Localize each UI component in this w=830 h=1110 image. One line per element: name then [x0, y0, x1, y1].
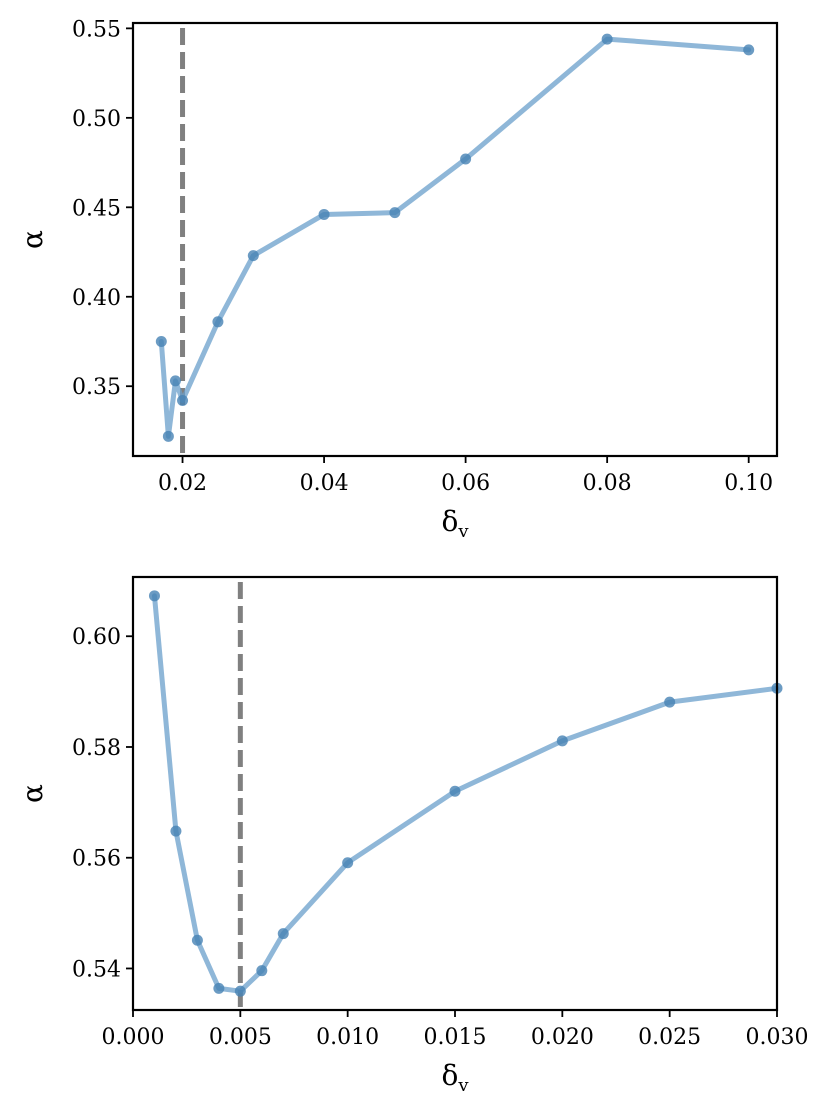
data-point — [148, 590, 160, 602]
data-point — [234, 985, 246, 997]
x-axis-label-symbol: δ — [441, 1059, 458, 1092]
y-tick-label: 0.54 — [72, 957, 121, 982]
x-axis-label: δv — [441, 1059, 469, 1096]
x-axis-label-subscript: v — [457, 521, 469, 542]
data-point — [170, 825, 182, 837]
x-axis-label: δv — [441, 505, 469, 542]
y-tick-label: 0.35 — [72, 375, 121, 400]
x-axis-label-symbol: δ — [441, 505, 458, 538]
x-tick-label: 0.04 — [300, 471, 349, 496]
data-point — [389, 207, 401, 219]
y-axis-label: α — [16, 784, 49, 803]
y-tick-label: 0.55 — [72, 17, 121, 42]
x-tick-label: 0.030 — [746, 1025, 809, 1050]
y-tick-label: 0.56 — [72, 847, 121, 872]
bottom-panel: 0.000 0.005 0.010 0.015 0.020 0.025 0.030 0.54 0… — [16, 575, 809, 1096]
x-tick-label: 0.06 — [441, 471, 490, 496]
y-tick-label: 0.45 — [72, 196, 121, 221]
series-line — [151, 593, 780, 994]
data-point — [212, 316, 224, 328]
x-tick-label: 0.10 — [724, 471, 773, 496]
x-axis-label-subscript: v — [457, 1075, 469, 1096]
y-tick-label: 0.40 — [72, 286, 121, 311]
data-point — [155, 335, 167, 347]
data-point — [743, 44, 755, 56]
data-point — [177, 395, 189, 407]
x-tick-label: 0.010 — [316, 1025, 379, 1050]
data-point — [318, 208, 330, 220]
x-tick-label: 0.015 — [424, 1025, 487, 1050]
y-tick-label: 0.58 — [72, 736, 121, 761]
data-point — [162, 430, 174, 442]
x-tick-label: 0.08 — [583, 471, 632, 496]
y-tick-label: 0.60 — [72, 625, 121, 650]
data-point — [449, 785, 461, 797]
x-tick-label: 0.020 — [531, 1025, 594, 1050]
data-point — [191, 934, 203, 946]
data-point — [169, 375, 181, 387]
x-tick-label: 0.000 — [102, 1025, 165, 1050]
series-line — [158, 36, 752, 439]
data-point — [556, 735, 568, 747]
data-point — [601, 33, 613, 45]
axes-frame — [131, 21, 779, 458]
data-point — [247, 250, 259, 262]
x-tick-label: 0.025 — [638, 1025, 701, 1050]
data-point — [664, 696, 676, 708]
y-tick-label: 0.50 — [72, 107, 121, 132]
data-point — [460, 153, 472, 165]
x-tick-label: 0.02 — [158, 471, 207, 496]
y-axis-label: α — [16, 230, 49, 249]
x-tick-label: 0.005 — [209, 1025, 272, 1050]
data-point — [277, 928, 289, 940]
data-point — [256, 965, 268, 977]
data-point — [342, 857, 354, 869]
data-point — [213, 982, 225, 994]
top-panel: 0.02 0.04 0.06 0.08 0.10 0.35 0.40 0.45 0.50 0.55… — [16, 17, 779, 542]
